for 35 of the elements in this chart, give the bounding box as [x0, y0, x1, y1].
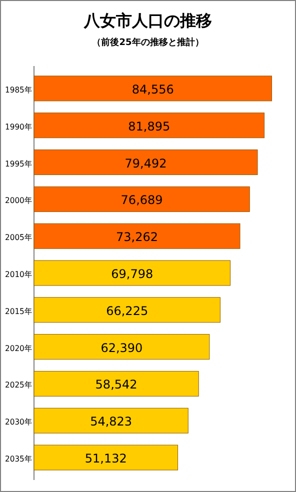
- y-tick-label: 2000年: [5, 196, 34, 206]
- bar: [34, 186, 250, 212]
- y-tick-label: 2005年: [5, 233, 34, 242]
- data-label: 54,823: [90, 414, 132, 429]
- y-tick-label: 2015年: [5, 306, 34, 316]
- bar: [34, 112, 265, 138]
- y-tick-label: 1995年: [5, 159, 34, 168]
- data-label: 69,798: [111, 267, 154, 281]
- y-tick-label: 1985年: [5, 85, 34, 94]
- bar: [34, 370, 199, 396]
- bar: [34, 150, 258, 176]
- bar: [34, 76, 272, 102]
- y-tick-label: 2025年: [5, 380, 34, 390]
- bar: [34, 297, 220, 323]
- data-label: 51,132: [84, 452, 127, 466]
- bar: [34, 408, 188, 434]
- y-tick-label: 2030年: [5, 418, 34, 427]
- data-label: 62,390: [100, 340, 143, 355]
- data-label: 73,262: [116, 230, 158, 244]
- chart-subtitle: （前後25年の推移と推計）: [92, 37, 204, 48]
- data-label: 66,225: [106, 304, 148, 318]
- data-label: 76,689: [120, 193, 163, 208]
- data-label: 79,492: [124, 156, 167, 170]
- data-label: 84,556: [132, 82, 174, 96]
- y-tick-label: 2010年: [5, 270, 34, 279]
- data-label: 58,542: [95, 378, 138, 392]
- y-tick-label: 2035年: [5, 454, 34, 464]
- chart-title: 八女市人口の推移: [83, 11, 212, 30]
- bar: [34, 444, 178, 470]
- y-tick-label: 2020年: [5, 344, 34, 353]
- bar: [34, 334, 210, 360]
- data-label: 81,895: [128, 119, 170, 134]
- y-tick-label: 1990年: [5, 122, 34, 132]
- bar: [34, 223, 240, 249]
- bar: [34, 260, 230, 286]
